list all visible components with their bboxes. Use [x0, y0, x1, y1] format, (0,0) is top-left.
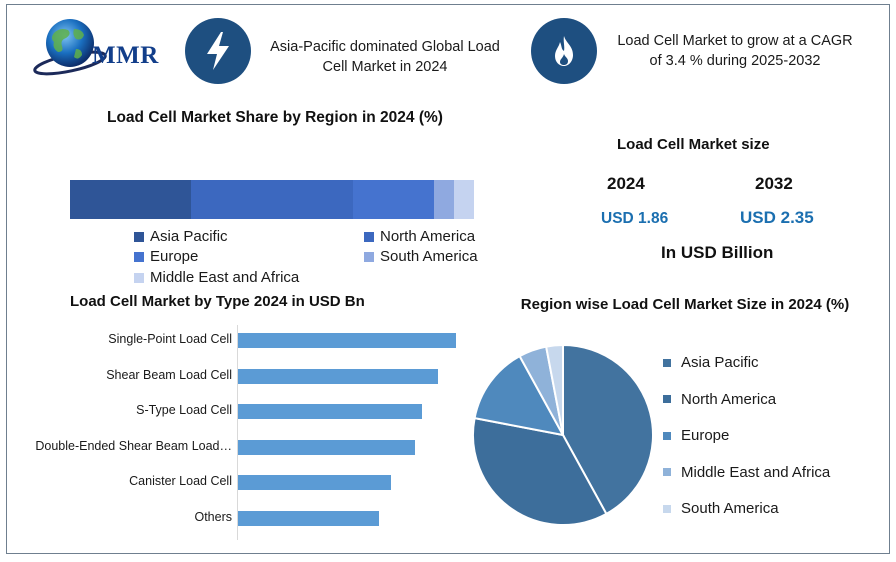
flame-icon — [531, 18, 597, 84]
legend-label: Asia Pacific — [150, 228, 228, 245]
legend-swatch — [134, 231, 144, 242]
legend-swatch — [134, 251, 144, 262]
market-size-value-2024: USD 1.86 — [601, 210, 669, 227]
mmr-logo — [32, 15, 172, 79]
legend-label: Middle East and Africa — [150, 269, 300, 286]
market-size-title: Load Cell Market size — [617, 136, 770, 153]
pie-legend-item: North America — [663, 391, 776, 408]
legend-swatch — [364, 251, 374, 262]
type-category-label: Shear Beam Load Cell — [106, 367, 232, 382]
market-size-value-2032: USD 2.35 — [740, 208, 814, 227]
pie-chart-title: Region wise Load Cell Market Size in 202… — [515, 293, 855, 316]
legend-label: Europe — [150, 248, 199, 265]
logo-text: MMR — [92, 42, 159, 69]
legend-swatch — [663, 395, 671, 403]
pie-legend-item: Europe — [663, 427, 729, 444]
type-bar — [238, 404, 423, 419]
legend-swatch — [364, 231, 374, 242]
share-segment-south-america — [433, 180, 454, 219]
legend-label: North America — [380, 228, 476, 245]
share-segment-europe — [352, 180, 434, 219]
share-segment-middle-east-and-africa — [453, 180, 474, 219]
infographic-frame — [6, 4, 890, 554]
legend-label: Europe — [681, 427, 730, 444]
type-chart-axis — [237, 325, 238, 540]
legend-swatch — [663, 431, 671, 440]
pie-slice-asia-pacific — [562, 343, 654, 516]
market-size-year-2024: 2024 — [607, 174, 645, 193]
legend-label: Middle East and Africa — [681, 463, 831, 481]
share-chart-title: Load Cell Market Share by Region in 2024… — [107, 109, 443, 126]
legend-swatch — [663, 468, 671, 476]
type-chart-title: Load Cell Market by Type 2024 in USD Bn — [70, 293, 365, 310]
region-pie-chart — [472, 343, 654, 526]
share-legend-item: Middle East and Africa — [134, 269, 299, 286]
market-size-unit: In USD Billion — [661, 243, 774, 262]
pie-slice-north-america — [472, 416, 608, 526]
share-segment-asia-pacific — [70, 180, 192, 219]
type-bar — [238, 333, 456, 348]
type-category-label: Single-Point Load Cell — [108, 332, 232, 346]
type-category-label: Double-Ended Shear Beam Load… — [35, 438, 232, 453]
share-stacked-bar — [70, 180, 474, 219]
share-segment-north-america — [191, 180, 353, 219]
legend-label: North America — [681, 390, 777, 408]
pie-legend-item: Middle East and Africa — [663, 464, 830, 481]
legend-swatch — [663, 358, 671, 367]
type-category-label: Others — [194, 509, 232, 524]
pie-legend-item: South America — [663, 500, 779, 517]
share-legend-item: South America — [364, 248, 478, 265]
type-bar — [238, 475, 392, 490]
header-statement-1: Asia-Pacific dominated Global Load Cell … — [270, 39, 500, 75]
legend-swatch — [134, 272, 144, 283]
legend-label: Asia Pacific — [681, 354, 759, 371]
pie-chart-title-text: Region wise Load Cell Market Size in 202… — [520, 296, 850, 313]
type-bar — [238, 510, 380, 526]
share-legend-item: Asia Pacific — [134, 228, 228, 245]
legend-label: South America — [681, 500, 779, 517]
type-category-label: Canister Load Cell — [129, 474, 232, 488]
share-legend-item: North America — [364, 228, 475, 245]
type-bar — [238, 439, 415, 455]
type-category-label: S-Type Load Cell — [136, 403, 232, 417]
type-bar — [238, 368, 438, 384]
share-legend-item: Europe — [134, 248, 198, 265]
pie-slice-europe — [473, 354, 565, 437]
legend-swatch — [663, 504, 671, 513]
pie-slice-south-america — [544, 343, 564, 436]
market-size-year-2032: 2032 — [755, 174, 793, 193]
legend-label: South America — [380, 248, 478, 265]
lightning-bolt-icon — [185, 18, 251, 84]
header-statement-2: Load Cell Market to grow at a CAGR of 3.… — [617, 33, 853, 69]
pie-legend-item: Asia Pacific — [663, 354, 759, 371]
